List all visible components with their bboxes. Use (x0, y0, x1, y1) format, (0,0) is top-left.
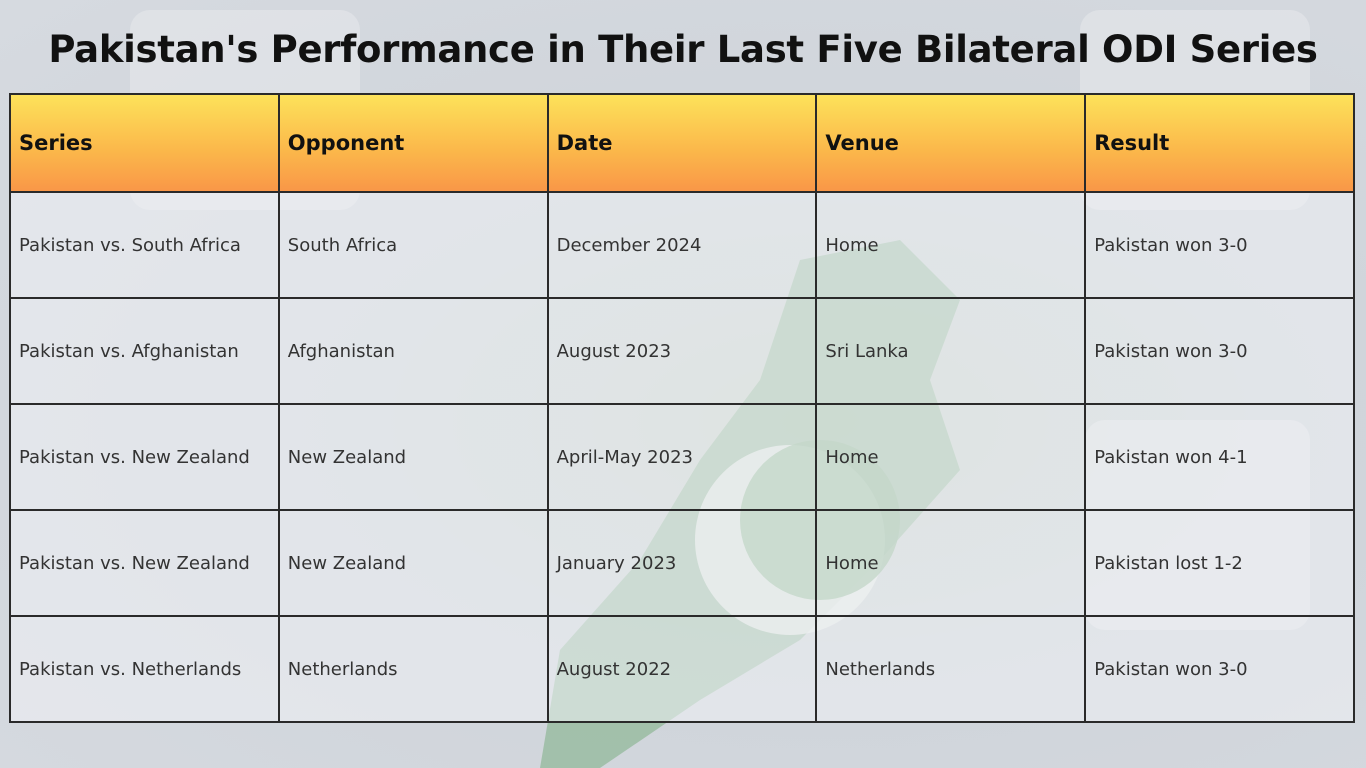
table-cell: December 2024 (546, 191, 818, 299)
column-header: Result (1084, 93, 1355, 193)
column-header: Opponent (277, 93, 549, 193)
table-cell: Pakistan lost 1-2 (1084, 509, 1355, 617)
header-row: Series Opponent Date Venue Result (9, 93, 1355, 193)
table-row: Pakistan vs. Afghanistan Afghanistan Augus… (9, 297, 1355, 405)
table-cell: Pakistan vs. South Africa (9, 191, 280, 299)
table-cell: August 2022 (546, 615, 818, 723)
table-cell: South Africa (277, 191, 549, 299)
table-cell: Home (815, 403, 1087, 511)
table-cell: Home (815, 509, 1087, 617)
series-table: Series Opponent Date Venue Result Pakistan v… (9, 93, 1355, 723)
table-cell: Pakistan won 3-0 (1084, 297, 1355, 405)
table-cell: Pakistan vs. New Zealand (9, 403, 280, 511)
table-cell: New Zealand (277, 403, 549, 511)
table-row: Pakistan vs. New Zealand New Zealand Janua… (9, 509, 1355, 617)
table-row: Pakistan vs. Netherlands Netherlands Augus… (9, 615, 1355, 723)
table-cell: Afghanistan (277, 297, 549, 405)
table-row: Pakistan vs. South Africa South Africa Dec… (9, 191, 1355, 299)
table-cell: Netherlands (815, 615, 1087, 723)
column-header: Date (546, 93, 818, 193)
table-row: Pakistan vs. New Zealand New Zealand April… (9, 403, 1355, 511)
table-cell: Home (815, 191, 1087, 299)
table-cell: Pakistan won 3-0 (1084, 615, 1355, 723)
table-body: Pakistan vs. South Africa South Africa Dec… (9, 191, 1355, 723)
table-cell: Pakistan won 3-0 (1084, 191, 1355, 299)
table-cell: Pakistan vs. Afghanistan (9, 297, 280, 405)
table-cell: Sri Lanka (815, 297, 1087, 405)
title: Pakistan's Performance in Their Last Fiv… (48, 28, 1318, 71)
table-cell: Pakistan vs. New Zealand (9, 509, 280, 617)
table-cell: New Zealand (277, 509, 549, 617)
table-cell: Netherlands (277, 615, 549, 723)
column-header: Series (9, 93, 280, 193)
table-cell: August 2023 (546, 297, 818, 405)
table-cell: January 2023 (546, 509, 818, 617)
table-cell: Pakistan vs. Netherlands (9, 615, 280, 723)
column-header: Venue (815, 93, 1087, 193)
table-cell: Pakistan won 4-1 (1084, 403, 1355, 511)
table-cell: April-May 2023 (546, 403, 818, 511)
